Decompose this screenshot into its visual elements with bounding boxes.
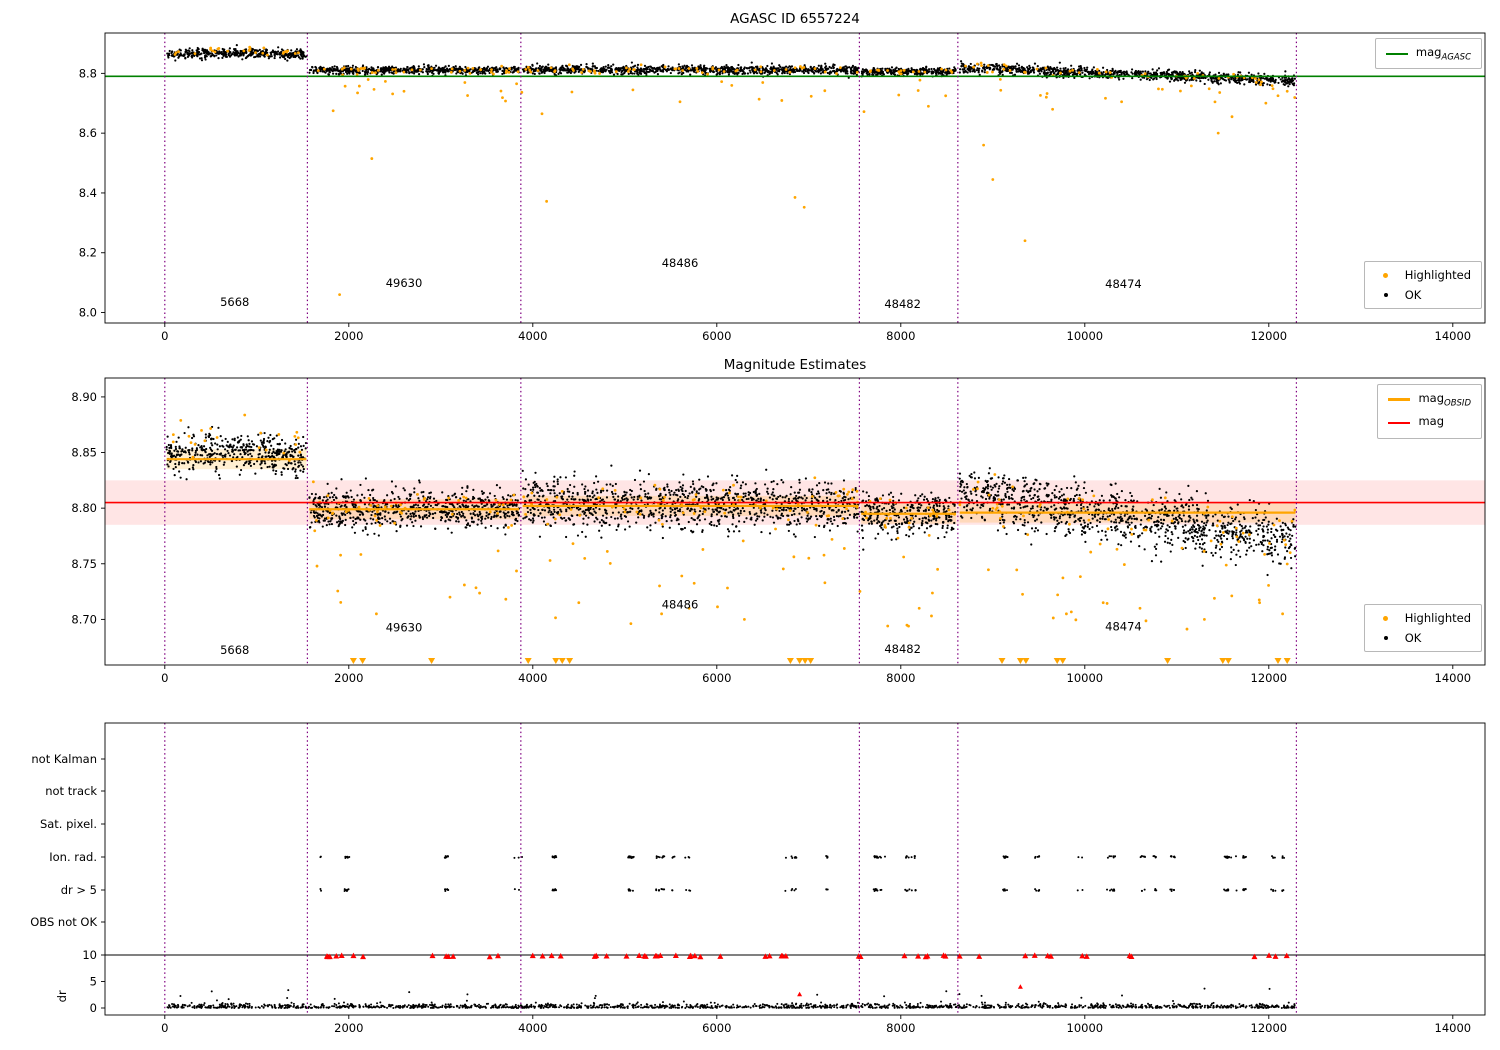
svg-text:8.8: 8.8 [79,66,97,80]
panel2-title: Magnitude Estimates [723,357,867,373]
svg-text:0: 0 [161,329,168,343]
orange-dot-icon [1375,613,1397,623]
svg-text:14000: 14000 [1435,329,1472,343]
legend-item-mag: mag [1388,414,1471,431]
svg-text:2000: 2000 [334,329,363,343]
svg-text:5668: 5668 [220,295,249,309]
legend-item-ok-2: OK [1375,631,1471,645]
svg-text:8.2: 8.2 [79,246,97,260]
svg-text:48486: 48486 [662,256,699,270]
black-dot-icon [1375,633,1397,643]
legend-item-mag-agasc: magAGASC [1385,45,1471,63]
black-dot-icon [1375,290,1397,300]
svg-text:8000: 8000 [886,329,915,343]
legend-highlighted-ok-1: Highlighted OK [1363,261,1482,309]
orange-line-sample [1388,395,1411,405]
legend-label-highlighted-2: Highlighted [1404,611,1471,625]
svg-text:49630: 49630 [386,276,423,290]
legend-item-ok-1: OK [1375,288,1471,302]
svg-text:4000: 4000 [518,329,547,343]
red-line-sample [1388,418,1411,428]
legend-item-mag-obsid: magOBSID [1388,391,1471,408]
legend-label-highlighted-1: Highlighted [1404,268,1471,282]
svg-text:48474: 48474 [1105,277,1142,291]
legend-label-mag-obsid: magOBSID [1418,391,1471,409]
legend-mag-agasc: magAGASC [1374,38,1482,70]
svg-text:12000: 12000 [1251,329,1288,343]
green-line-sample [1385,49,1408,59]
svg-text:8.6: 8.6 [79,126,97,140]
svg-text:8.0: 8.0 [79,306,97,320]
legend-label-mag-agasc: magAGASC [1415,45,1471,63]
orange-dot-icon [1375,270,1397,280]
legend-item-highlighted-1: Highlighted [1375,268,1471,282]
legend-highlighted-ok-2: Highlighted OK [1363,604,1482,652]
legend-item-highlighted-2: Highlighted [1375,611,1471,625]
legend-label-ok-2: OK [1404,631,1422,645]
svg-text:48482: 48482 [884,297,921,311]
panel1-title: AGASC ID 6557224 [730,11,860,27]
legend-mag-obsid: magOBSID mag [1377,384,1482,439]
legend-label-mag: mag [1418,414,1445,429]
svg-text:10000: 10000 [1067,329,1104,343]
legend-label-ok-1: OK [1404,288,1422,302]
svg-text:6000: 6000 [702,329,731,343]
svg-text:8.4: 8.4 [79,186,97,200]
